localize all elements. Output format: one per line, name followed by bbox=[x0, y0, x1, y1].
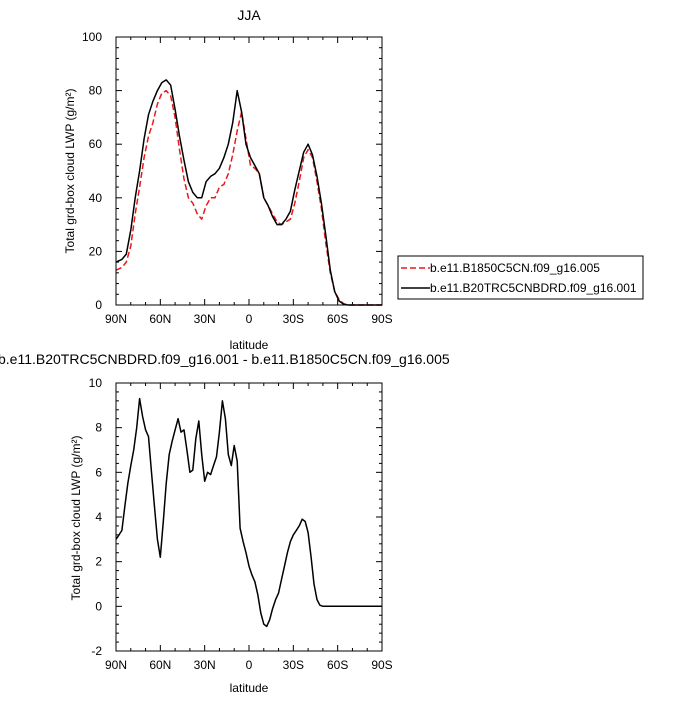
top-panel-x-axis-label: latitude bbox=[230, 338, 269, 352]
top-series-line-1 bbox=[115, 79, 382, 306]
top-x-tick-label: 30N bbox=[194, 312, 216, 326]
top-y-tick-label: 0 bbox=[95, 298, 102, 312]
bottom-x-tick-label: 90N bbox=[105, 658, 127, 672]
legend-label-b1850: b.e11.B1850C5CN.f09_g16.005 bbox=[430, 261, 600, 275]
bottom-x-tick-label: 60N bbox=[149, 658, 171, 672]
bottom-series-line-0 bbox=[115, 397, 382, 628]
top-y-tick-label: 60 bbox=[89, 137, 103, 151]
legend-box bbox=[397, 255, 644, 300]
top-y-tick-label: 100 bbox=[82, 30, 102, 44]
bottom-y-tick-label: 2 bbox=[95, 555, 102, 569]
bottom-x-tick-label: 30N bbox=[194, 658, 216, 672]
top-x-tick-label: 30S bbox=[283, 312, 304, 326]
top-panel-frame bbox=[115, 36, 383, 306]
legend-label-b20trc: b.e11.B20TRC5CNBDRD.f09_g16.001 bbox=[430, 281, 637, 295]
bottom-x-tick-label: 60S bbox=[327, 658, 348, 672]
bottom-y-tick-label: 0 bbox=[95, 599, 102, 613]
bottom-y-tick-label: 4 bbox=[95, 510, 102, 524]
top-x-tick-label: 60N bbox=[149, 312, 171, 326]
top-panel: JJA Total grd-box cloud LWP (g/m²) latit… bbox=[63, 7, 393, 352]
top-y-tick-label: 80 bbox=[89, 84, 103, 98]
top-panel-tick-labels: 90N 60N 30N 0 30S 60S 90S 0 20 40 60 80 100 bbox=[82, 30, 393, 326]
top-panel-title: JJA bbox=[237, 7, 261, 23]
bottom-panel-frame bbox=[115, 382, 383, 652]
bottom-y-tick-label: 10 bbox=[89, 376, 103, 390]
bottom-panel-x-axis-label: latitude bbox=[230, 681, 269, 695]
top-panel-series-lines bbox=[115, 79, 382, 306]
bottom-y-tick-label: 6 bbox=[95, 465, 102, 479]
top-x-tick-label: 90N bbox=[105, 312, 127, 326]
bottom-panel-title: b.e11.B20TRC5CNBDRD.f09_g16.001 - b.e11.… bbox=[0, 351, 450, 367]
bottom-panel-tick-labels: 90N 60N 30N 0 30S 60S 90S -2 0 2 4 6 8 10 bbox=[89, 376, 393, 672]
top-x-tick-label: 90S bbox=[371, 312, 392, 326]
top-panel-y-axis-label: Total grd-box cloud LWP (g/m²) bbox=[63, 89, 77, 254]
top-y-tick-label: 20 bbox=[89, 244, 103, 258]
bottom-y-tick-label: -2 bbox=[91, 644, 102, 658]
legend: b.e11.B1850C5CN.f09_g16.005 b.e11.B20TRC… bbox=[397, 255, 644, 300]
bottom-y-tick-label: 8 bbox=[95, 421, 102, 435]
bottom-x-tick-label: 30S bbox=[283, 658, 304, 672]
bottom-panel-series-lines bbox=[115, 397, 382, 628]
top-x-tick-label: 0 bbox=[246, 312, 253, 326]
top-y-tick-label: 40 bbox=[89, 191, 103, 205]
bottom-x-tick-label: 0 bbox=[246, 658, 253, 672]
bottom-panel-y-axis-label: Total grd-box cloud LWP (g/m²) bbox=[69, 436, 83, 601]
bottom-x-tick-label: 90S bbox=[371, 658, 392, 672]
bottom-panel: b.e11.B20TRC5CNBDRD.f09_g16.001 - b.e11.… bbox=[0, 351, 450, 695]
top-x-tick-label: 60S bbox=[327, 312, 348, 326]
